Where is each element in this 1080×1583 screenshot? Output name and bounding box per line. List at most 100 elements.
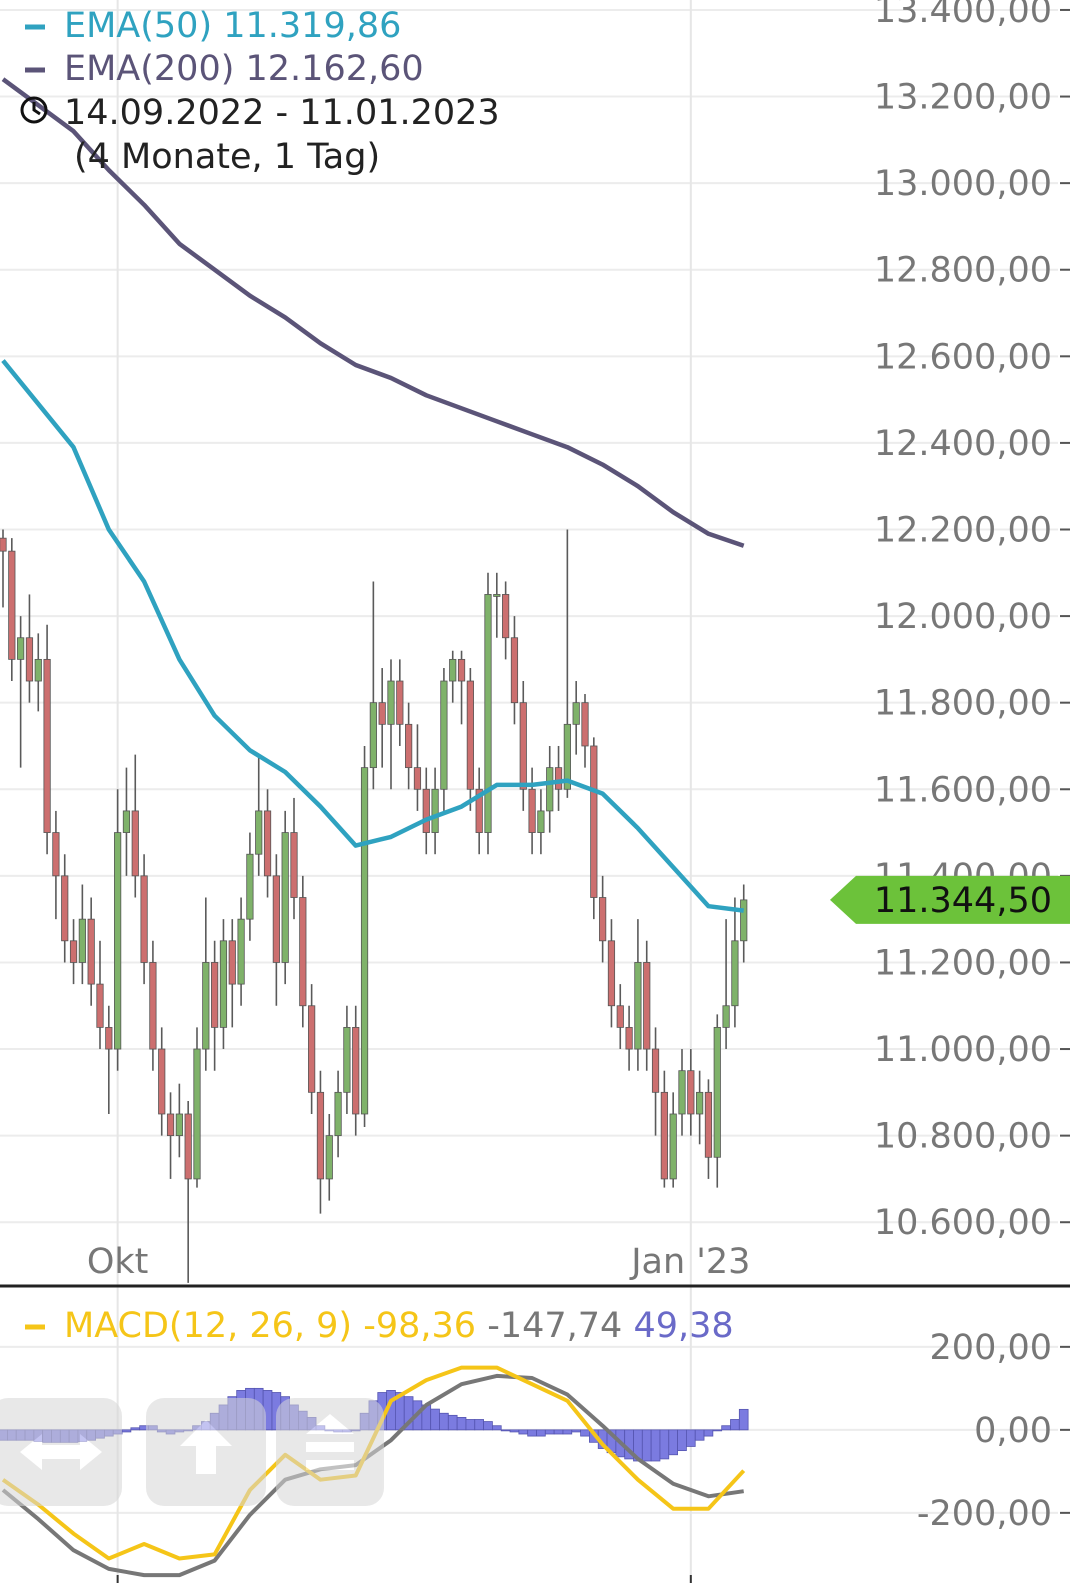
histogram-bar <box>536 1429 546 1437</box>
date-range: 14.09.2022 - 11.01.2023 <box>64 93 500 133</box>
histogram-bar <box>500 1429 511 1432</box>
macd-legend: MACD(12, 26, 9) -98,36 -147,74 49,38 <box>64 1306 734 1346</box>
candle-body <box>731 940 739 1007</box>
y-tick-label: 13.000,00 <box>874 164 1052 204</box>
candle-body <box>166 1113 175 1137</box>
candle-body <box>316 1091 325 1180</box>
candle-body <box>140 875 148 963</box>
candle-body <box>17 637 25 660</box>
candle-body <box>360 767 369 1115</box>
y-tick-label: 12.600,00 <box>874 337 1052 377</box>
candle-body <box>299 897 307 1007</box>
candle-body <box>431 788 439 833</box>
candle-body <box>475 788 483 833</box>
histogram-bar <box>130 1427 141 1431</box>
candle-body <box>387 680 395 725</box>
x-tick-label: Jan '23 <box>629 1242 750 1282</box>
candle-body <box>554 767 563 790</box>
candle-body <box>722 1005 730 1028</box>
macd-value: -98,36 <box>363 1306 476 1346</box>
histogram-bar <box>483 1421 493 1431</box>
candle-body <box>581 702 589 747</box>
candle-body <box>466 680 474 790</box>
histogram-bar <box>703 1429 714 1437</box>
candle-body <box>263 810 272 877</box>
candle-body <box>193 1048 201 1180</box>
candle-body <box>493 594 501 597</box>
histogram-bar <box>430 1408 440 1431</box>
histogram-bar <box>518 1429 529 1435</box>
candle-body <box>255 810 263 855</box>
candle-body <box>237 918 245 985</box>
candle-body <box>334 1091 342 1137</box>
ema-line <box>1 77 745 548</box>
candle-body <box>202 962 210 1050</box>
histogram-bar <box>447 1414 458 1431</box>
histogram-bar <box>641 1429 652 1462</box>
histogram-bar <box>465 1419 476 1431</box>
candle-body <box>660 1091 668 1180</box>
legend-name: EMA(200) <box>64 49 234 89</box>
candle-body <box>669 1113 677 1180</box>
histogram-bar <box>686 1429 696 1447</box>
legend-value: 12.162,60 <box>246 49 424 89</box>
y-tick-label: -200,00 <box>917 1494 1052 1534</box>
histogram-bar <box>571 1429 581 1433</box>
histogram-bar <box>677 1429 687 1452</box>
last-price-box <box>830 875 1070 924</box>
histogram-value: 49,38 <box>633 1306 733 1346</box>
candle-body <box>440 680 448 790</box>
histogram-bar <box>730 1419 740 1431</box>
candle-body <box>696 1091 704 1115</box>
y-tick-label: 11.800,00 <box>874 684 1052 724</box>
histogram-bar <box>121 1429 132 1433</box>
y-tick-label: 11.200,00 <box>874 943 1052 983</box>
candle-body <box>8 550 16 660</box>
candle-body <box>457 658 466 682</box>
y-tick-label: 11.600,00 <box>874 770 1052 810</box>
candle-body <box>572 702 580 725</box>
candle-body <box>510 637 519 704</box>
legend-name: EMA(50) <box>64 6 212 46</box>
candle-body <box>25 637 34 682</box>
candle-body <box>272 875 280 963</box>
candle-body <box>122 810 131 833</box>
histogram-bar <box>439 1412 449 1431</box>
candle-body <box>704 1091 713 1158</box>
candle-body <box>537 810 545 833</box>
candle-body <box>352 1026 360 1115</box>
y-tick-label: 12.400,00 <box>874 424 1052 464</box>
candle-body <box>0 537 7 552</box>
candle-body <box>96 983 104 1028</box>
candle-body <box>105 1026 113 1050</box>
candle-body <box>308 1005 316 1093</box>
histogram-bar <box>492 1425 502 1431</box>
candle-body <box>343 1026 351 1093</box>
candle-body <box>43 658 51 833</box>
candle-body <box>378 702 386 725</box>
y-tick-label: 12.000,00 <box>874 597 1052 637</box>
candle-body <box>607 940 616 1007</box>
histogram-bar <box>562 1429 573 1435</box>
candle-body <box>290 832 298 898</box>
x-tick-label: Okt <box>87 1242 149 1282</box>
candle-body <box>281 832 289 963</box>
candle-body <box>61 875 69 942</box>
candle-body <box>396 680 404 725</box>
histogram-bar <box>712 1429 723 1432</box>
candle-body <box>546 767 554 812</box>
histogram-bar <box>738 1408 749 1431</box>
candle-body <box>52 832 60 877</box>
candle-body <box>687 1070 695 1115</box>
histogram-bar <box>456 1417 467 1431</box>
candle-body <box>158 1048 166 1115</box>
candle-body <box>651 1048 660 1093</box>
candle-body <box>449 658 457 682</box>
candle-body <box>228 940 236 985</box>
legend-value: 11.319,86 <box>223 6 401 46</box>
candle-body <box>87 918 95 985</box>
candle-body <box>590 745 598 898</box>
histogram-bar <box>694 1429 705 1441</box>
signal-value: -147,74 <box>487 1306 622 1346</box>
